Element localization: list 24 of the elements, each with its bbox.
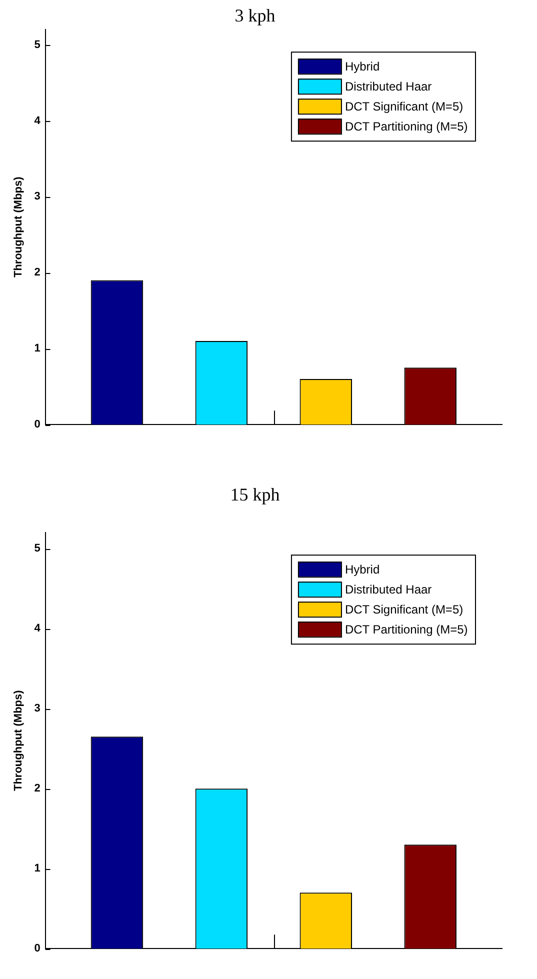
y-tick-label: 1 <box>34 342 40 355</box>
legend-label: Hybrid <box>344 59 380 74</box>
legend-label: DCT Partitioning (M=5) <box>344 119 468 134</box>
y-tick-label: 0 <box>34 942 40 955</box>
legend-label: DCT Partitioning (M=5) <box>344 622 468 636</box>
y-tick-label: 1 <box>34 862 40 875</box>
y-tick-label: 5 <box>34 38 40 51</box>
chart-title: 15 kph <box>230 484 280 505</box>
chart-title: 3 kph <box>234 6 276 26</box>
y-tick-label: 0 <box>34 418 40 431</box>
y-tick-label: 2 <box>34 782 40 795</box>
y-tick-label: 3 <box>34 702 40 715</box>
y-tick-label: 4 <box>34 114 42 127</box>
y-tick-label: 5 <box>34 542 40 555</box>
legend-label: Hybrid <box>344 562 380 576</box>
legend-label: DCT Significant (M=5) <box>344 602 464 616</box>
y-axis-title: Throughput (Mbps) <box>12 690 25 792</box>
legend-label: Distributed Haar <box>344 582 432 596</box>
legend-label: DCT Significant (M=5) <box>344 99 464 114</box>
y-tick-label: 2 <box>34 266 40 279</box>
legend-label: Distributed Haar <box>344 79 432 94</box>
y-tick-label: 3 <box>34 190 40 203</box>
y-axis-title: Throughput (Mbps) <box>12 176 25 278</box>
y-tick-label: 4 <box>34 622 42 635</box>
